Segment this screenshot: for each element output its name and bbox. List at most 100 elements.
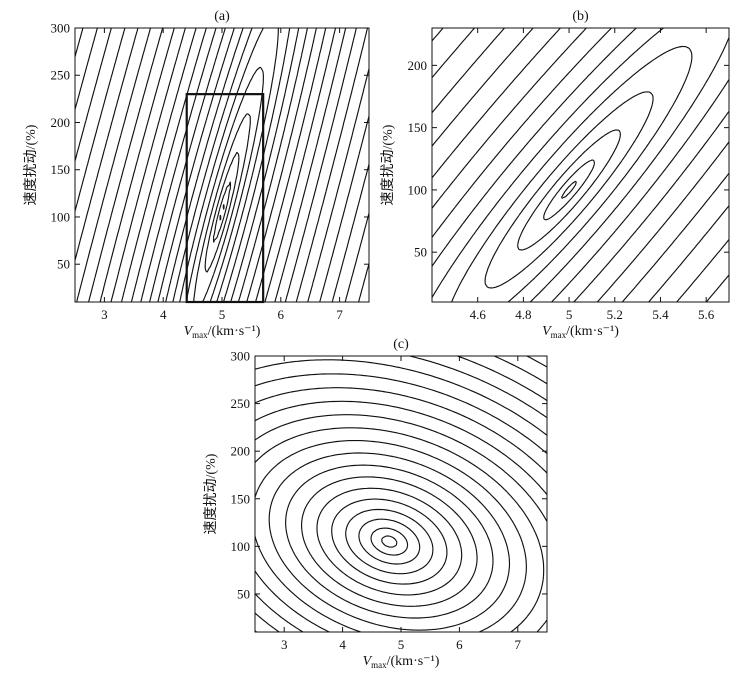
- panel-c: 3 4 5 6 7 50 100 150 200 250 300 (c) Vmax/(km·s⁻¹) 速度…: [203, 337, 548, 670]
- contour-level-6: [316, 487, 463, 596]
- x-tick-label: 5.6: [698, 307, 715, 322]
- contour-level-12: [130, 28, 337, 302]
- panel-label: (c): [393, 337, 409, 352]
- panel-label: (a): [214, 9, 230, 24]
- contour-lines: [75, 28, 369, 302]
- y-tick-label: 50: [57, 257, 70, 272]
- contour-level-19: [75, 28, 369, 302]
- y-tick-label: 150: [51, 162, 71, 177]
- zoom-region-box: [185, 93, 265, 304]
- contour-level-4: [345, 508, 434, 575]
- contour-level-8: [432, 28, 729, 302]
- y-tick-label: 100: [51, 209, 71, 224]
- contour-level-20: [526, 356, 547, 368]
- y-tick-label: 200: [51, 115, 71, 130]
- contour-level-4: [193, 113, 251, 302]
- contour-level-5: [185, 66, 264, 302]
- x-tick-label: 5: [398, 637, 405, 652]
- contour-level-1: [381, 535, 398, 548]
- contour-level-16: [255, 359, 547, 436]
- contour-level-10: [432, 28, 729, 302]
- y-tick-label: 150: [408, 120, 428, 135]
- x-tick-label: 3: [281, 637, 288, 652]
- y-tick-label: 250: [231, 396, 251, 411]
- contour-level-13: [432, 28, 729, 302]
- contour-level-16: [88, 28, 369, 302]
- contour-level-9: [157, 28, 308, 302]
- y-tick-label: 100: [408, 182, 428, 197]
- contour-level-18: [75, 28, 369, 302]
- contour-level-21: [75, 28, 98, 110]
- y-axis-label: 速度扰动/(%): [203, 453, 219, 534]
- contour-level-15: [99, 28, 369, 302]
- contour-level-22: [75, 28, 84, 57]
- contour-level-17: [409, 356, 547, 419]
- contour-level-11: [432, 28, 729, 302]
- y-tick-label: 50: [237, 586, 250, 601]
- x-tick-label: 5.4: [652, 307, 669, 322]
- y-axis-label: 速度扰动/(%): [23, 124, 39, 205]
- x-tick-label: 7: [336, 307, 343, 322]
- y-tick-label: 200: [408, 58, 428, 73]
- y-tick-label: 100: [231, 539, 251, 554]
- contour-level-2: [370, 527, 409, 556]
- y-tick-label: 150: [231, 491, 251, 506]
- contour-level-17: [76, 28, 369, 302]
- x-tick-label: 6: [278, 307, 285, 322]
- x-axis-label: Vmax/(km·s⁻¹): [542, 324, 619, 340]
- contour-level-10: [149, 28, 317, 302]
- contour-level-10: [255, 440, 527, 632]
- y-tick-label: 50: [414, 245, 427, 260]
- contour-level-11: [140, 28, 327, 302]
- contour-level-7: [301, 476, 478, 607]
- contour-level-3: [517, 129, 621, 251]
- contour-level-13: [255, 400, 547, 632]
- x-tick-label: 4.6: [470, 307, 487, 322]
- y-tick-label: 300: [51, 21, 71, 36]
- contour-level-7: [172, 28, 291, 302]
- contour-level-12: [432, 28, 729, 302]
- contour-level-14: [255, 387, 547, 632]
- contour-level-9: [432, 28, 729, 302]
- contour-level-4: [484, 91, 654, 289]
- contour-level-5: [331, 498, 448, 585]
- contour-level-14: [110, 28, 357, 302]
- contour-lines: [255, 356, 547, 632]
- contour-level-2: [212, 181, 232, 243]
- x-tick-label: 6: [456, 637, 463, 652]
- contour-level-19: [494, 356, 547, 385]
- x-tick-label: 3: [101, 307, 108, 322]
- contour-level-13: [120, 28, 347, 302]
- contour-level-1: [561, 180, 577, 199]
- x-axis-label: Vmax/(km·s⁻¹): [184, 324, 261, 340]
- x-tick-label: 5: [219, 307, 226, 322]
- contour-level-8: [285, 464, 494, 619]
- contour-level-12: [255, 414, 547, 632]
- x-tick-label: 7: [515, 637, 522, 652]
- contour-lines: [432, 28, 729, 302]
- contour-level-3: [204, 151, 240, 273]
- y-tick-label: 250: [51, 68, 71, 83]
- contour-level-3: [358, 518, 421, 565]
- x-tick-label: 5: [566, 307, 573, 322]
- contour-level-15: [255, 373, 547, 455]
- contour-level-6: [179, 28, 279, 302]
- plot-frame: [431, 27, 730, 303]
- x-tick-label: 5.2: [607, 307, 623, 322]
- contour-level-1: [219, 204, 225, 221]
- y-tick-label: 200: [231, 444, 251, 459]
- y-tick-label: 300: [231, 349, 251, 364]
- y-axis-label: 速度扰动/(%): [380, 124, 396, 205]
- x-tick-label: 4.8: [515, 307, 531, 322]
- contour-level-11: [255, 427, 545, 632]
- panel-a: 3 4 5 6 7 50 100 150 200 250 300 (a) Vmax/(km·s⁻¹) 速度…: [23, 9, 370, 340]
- panel-b: 4.6 4.8 5 5.2 5.4 5.6 50 100 150 200 (b) Vmax/(km·s…: [380, 9, 730, 340]
- panel-label: (b): [572, 9, 589, 24]
- contour-level-6: [432, 28, 729, 302]
- contour-level-18: [457, 356, 547, 402]
- x-tick-label: 4: [339, 637, 346, 652]
- x-axis-label: Vmax/(km·s⁻¹): [363, 654, 440, 670]
- contour-level-2: [543, 159, 596, 221]
- contour-level-14: [432, 28, 444, 42]
